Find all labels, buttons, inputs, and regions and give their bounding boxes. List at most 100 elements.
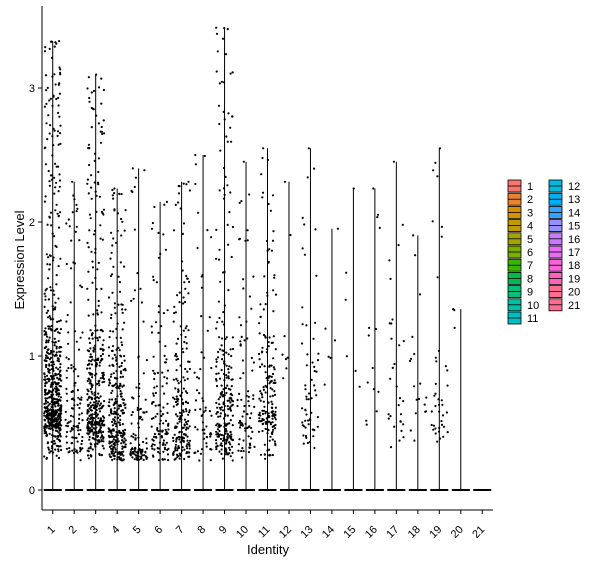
violin-group-14 bbox=[322, 227, 341, 491]
data-point bbox=[90, 454, 93, 457]
data-point bbox=[97, 382, 100, 385]
x-tick-label: 3 bbox=[88, 524, 101, 537]
data-point bbox=[264, 391, 267, 394]
data-point bbox=[80, 286, 83, 289]
data-point bbox=[54, 186, 57, 189]
data-point bbox=[57, 297, 60, 300]
data-point bbox=[89, 442, 92, 445]
data-point bbox=[44, 331, 48, 334]
data-point bbox=[51, 427, 54, 430]
data-point bbox=[265, 422, 268, 425]
data-point bbox=[91, 281, 94, 284]
data-point bbox=[98, 422, 101, 425]
data-point bbox=[182, 401, 185, 404]
data-point bbox=[174, 400, 178, 404]
data-point bbox=[50, 375, 53, 378]
data-point bbox=[177, 382, 180, 385]
data-point bbox=[271, 432, 274, 436]
data-point bbox=[119, 414, 122, 417]
data-point bbox=[222, 417, 226, 420]
data-point bbox=[305, 395, 308, 398]
data-point bbox=[219, 408, 222, 411]
data-point bbox=[442, 425, 446, 428]
data-point bbox=[130, 422, 133, 425]
data-point bbox=[150, 331, 154, 334]
data-point bbox=[95, 426, 98, 429]
data-point bbox=[184, 434, 187, 437]
legend-label: 7 bbox=[527, 260, 533, 272]
data-point bbox=[111, 194, 114, 197]
data-point bbox=[65, 430, 69, 434]
data-point bbox=[313, 446, 316, 450]
data-point bbox=[113, 441, 117, 444]
data-point bbox=[239, 424, 242, 427]
data-point bbox=[76, 403, 79, 406]
data-point bbox=[242, 410, 246, 413]
data-point bbox=[103, 400, 106, 403]
data-point bbox=[51, 305, 54, 308]
data-point bbox=[265, 351, 268, 354]
data-point bbox=[178, 291, 181, 294]
data-point bbox=[333, 339, 337, 342]
data-point bbox=[228, 211, 231, 214]
data-point bbox=[56, 376, 59, 379]
data-point bbox=[177, 192, 181, 195]
data-point bbox=[111, 458, 114, 461]
data-point bbox=[133, 458, 136, 461]
data-point bbox=[389, 377, 392, 380]
data-point bbox=[44, 357, 48, 360]
data-point bbox=[226, 184, 229, 187]
data-point bbox=[51, 232, 54, 235]
data-point bbox=[143, 454, 146, 457]
data-point bbox=[53, 176, 56, 179]
data-point bbox=[89, 329, 92, 332]
data-point bbox=[172, 436, 175, 439]
data-point bbox=[215, 327, 218, 330]
data-point bbox=[226, 223, 229, 226]
data-point bbox=[187, 413, 190, 416]
data-point bbox=[100, 102, 103, 105]
data-point bbox=[181, 449, 184, 452]
data-point bbox=[67, 331, 70, 334]
data-point bbox=[175, 342, 178, 345]
data-point bbox=[281, 353, 284, 356]
data-point bbox=[51, 135, 54, 138]
data-point bbox=[440, 225, 443, 228]
data-point bbox=[124, 439, 127, 442]
data-point bbox=[56, 212, 59, 215]
data-point bbox=[97, 183, 100, 186]
data-point bbox=[46, 86, 49, 89]
data-point bbox=[59, 257, 62, 260]
data-point bbox=[56, 420, 59, 423]
data-point bbox=[262, 308, 265, 311]
data-point bbox=[93, 152, 96, 155]
data-point bbox=[304, 419, 307, 422]
data-point bbox=[43, 414, 46, 417]
data-point bbox=[157, 311, 160, 314]
data-point bbox=[230, 404, 233, 407]
data-point bbox=[306, 176, 309, 179]
data-point bbox=[122, 429, 125, 432]
data-point bbox=[184, 335, 187, 339]
data-point bbox=[113, 407, 116, 410]
data-point bbox=[177, 357, 180, 361]
data-point bbox=[124, 367, 127, 370]
data-point bbox=[226, 384, 229, 387]
data-point bbox=[58, 370, 62, 373]
data-point bbox=[46, 441, 50, 444]
data-point bbox=[58, 427, 61, 430]
data-point bbox=[271, 403, 274, 406]
data-point bbox=[224, 175, 227, 178]
data-point bbox=[388, 322, 391, 325]
data-point bbox=[114, 312, 117, 315]
data-point bbox=[110, 313, 113, 316]
data-point bbox=[231, 336, 234, 339]
data-point bbox=[101, 132, 104, 136]
data-point bbox=[87, 246, 90, 249]
data-point bbox=[99, 417, 103, 420]
data-point bbox=[90, 404, 93, 407]
y-tick-label: 1 bbox=[29, 351, 35, 363]
data-point bbox=[224, 453, 227, 456]
data-point bbox=[222, 434, 225, 437]
data-point bbox=[227, 433, 230, 436]
